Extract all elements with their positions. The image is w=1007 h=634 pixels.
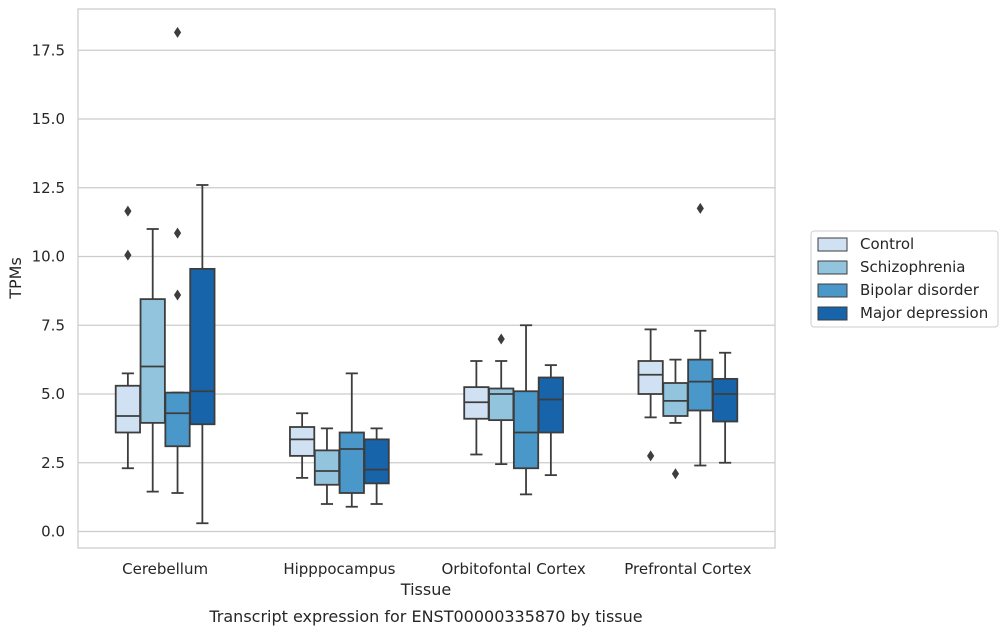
box-schizophrenia	[313, 427, 341, 505]
x-tick-labels: Cerebellum Hipppocampus Orbitofontal Corte…	[122, 560, 751, 578]
outlier-point	[173, 26, 182, 38]
box-schizophrenia	[139, 228, 166, 493]
legend-label: Control	[860, 235, 914, 253]
y-tick-label: 12.5	[32, 179, 65, 197]
iqr-box	[637, 360, 664, 395]
x-axis-label: Tissue	[400, 580, 451, 599]
outlier-point	[671, 468, 680, 480]
box-bipolar-disorder	[164, 26, 191, 494]
y-tick-label: 17.5	[32, 41, 65, 59]
iqr-box	[512, 390, 540, 470]
y-tick-label: 10.0	[32, 248, 65, 266]
legend-frame	[810, 230, 999, 328]
y-tick-label: 7.5	[41, 316, 65, 334]
box-control	[463, 360, 490, 456]
box-schizophrenia	[662, 358, 689, 480]
plot-frame	[77, 8, 776, 549]
box-major-depression	[712, 351, 739, 464]
legend-label: Major depression	[860, 304, 988, 322]
x-tick-label: Cerebellum	[122, 560, 208, 578]
box-schizophrenia	[488, 333, 515, 466]
legend-swatch	[817, 283, 848, 298]
x-tick-label: Prefrontal Cortex	[624, 560, 751, 578]
outlier-point	[124, 205, 132, 217]
iqr-box	[289, 426, 316, 457]
box-control	[114, 205, 141, 470]
x-tick-label: Hipppocampus	[283, 560, 395, 578]
outlier-point	[124, 249, 132, 261]
legend: Control Schizophrenia Bipolar disorder Majo…	[810, 230, 999, 328]
box-control	[637, 328, 664, 462]
y-tick-label: 0.0	[41, 523, 65, 541]
y-tick-label: 15.0	[32, 110, 65, 128]
y-tick-labels: 0.0 2.5 5.0 7.5 10.0 12.5 15.0 17.5	[32, 41, 65, 540]
iqr-box	[114, 384, 141, 434]
y-axis-label: TPMs	[6, 257, 25, 300]
y-tick-label: 5.0	[41, 385, 65, 403]
iqr-box	[363, 438, 390, 485]
outlier-point	[173, 227, 182, 239]
iqr-box	[164, 391, 191, 448]
iqr-box	[338, 431, 365, 494]
x-tick-label: Orbitofontal Cortex	[442, 560, 586, 578]
iqr-box	[662, 382, 689, 417]
legend-label: Schizophrenia	[860, 258, 965, 276]
iqr-box	[189, 267, 216, 426]
box-control	[289, 412, 316, 479]
outlier-point	[173, 289, 182, 301]
iqr-box	[687, 358, 714, 412]
outlier-point	[647, 450, 655, 462]
figure-caption: Transcript expression for ENST0000033587…	[208, 607, 642, 626]
outlier-point	[497, 333, 505, 345]
iqr-box	[537, 376, 564, 434]
box-major-depression	[537, 364, 564, 477]
y-tick-label: 2.5	[41, 454, 65, 472]
legend-swatch	[817, 237, 848, 252]
grid-lines	[78, 49, 775, 533]
legend-label: Bipolar disorder	[860, 281, 980, 299]
legend-swatch	[817, 260, 848, 275]
box-bipolar-disorder	[512, 324, 540, 496]
iqr-box	[712, 377, 739, 423]
iqr-box	[139, 298, 166, 424]
box-groups	[114, 26, 739, 525]
box-bipolar-disorder	[687, 202, 714, 467]
outlier-point	[696, 202, 704, 214]
legend-swatch	[817, 306, 848, 321]
box-major-depression	[363, 427, 390, 505]
box-major-depression	[189, 184, 216, 525]
iqr-box	[313, 449, 341, 486]
